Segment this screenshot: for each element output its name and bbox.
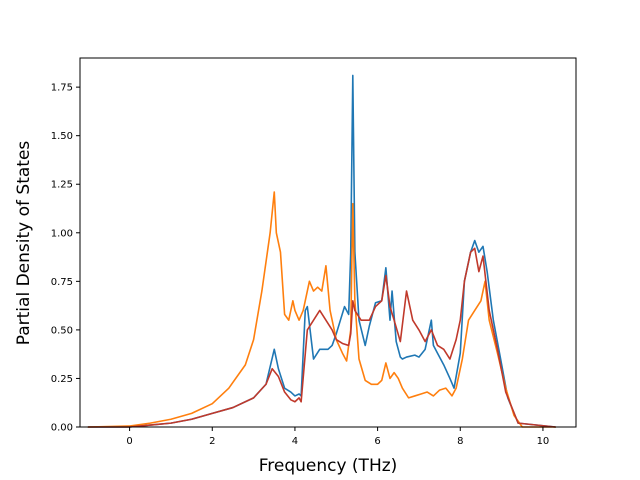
y-tick-label: 1.75 bbox=[51, 83, 73, 94]
y-axis-ticks: 0.00 0.25 0.50 0.75 1.00 1.25 1.50 1.75 bbox=[51, 83, 80, 434]
plot-frame bbox=[79, 57, 577, 428]
series-line-3 bbox=[87, 247, 557, 428]
y-axis-label: Partial Density of States bbox=[14, 141, 34, 346]
y-tick-label: 0.50 bbox=[51, 325, 73, 336]
x-tick-label: 6 bbox=[374, 436, 380, 447]
x-tick-label: 2 bbox=[209, 436, 215, 447]
series-line-2 bbox=[87, 191, 557, 428]
plot-area bbox=[87, 74, 557, 428]
x-tick-label: 8 bbox=[457, 436, 463, 447]
y-tick-label: 1.00 bbox=[51, 228, 73, 239]
x-tick-label: 0 bbox=[126, 436, 132, 447]
x-tick-label: 10 bbox=[537, 436, 550, 447]
x-axis-label: Frequency (THz) bbox=[259, 456, 398, 476]
y-tick-label: 0.75 bbox=[51, 277, 73, 288]
y-tick-label: 0.25 bbox=[51, 374, 73, 385]
x-axis-ticks: 0 2 4 6 8 10 bbox=[126, 427, 549, 447]
series-line-1 bbox=[87, 74, 557, 428]
x-tick-label: 4 bbox=[292, 436, 298, 447]
y-tick-label: 1.50 bbox=[51, 131, 73, 142]
y-tick-label: 1.25 bbox=[51, 180, 73, 191]
y-tick-label: 0.00 bbox=[51, 423, 73, 434]
